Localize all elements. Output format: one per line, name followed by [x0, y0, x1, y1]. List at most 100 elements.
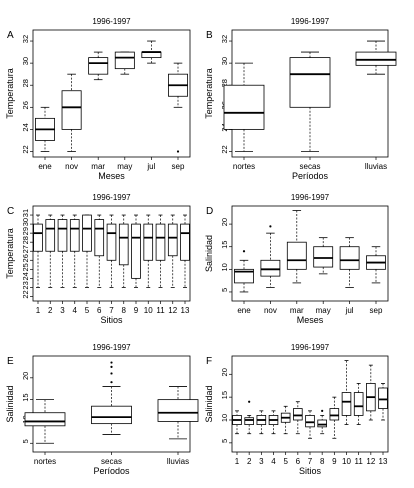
panel-title: 1996-1997	[92, 193, 131, 202]
box-iqr	[155, 223, 166, 261]
box-iqr	[355, 51, 397, 66]
box-iqr	[180, 223, 190, 261]
x-tick-label: 10	[144, 306, 153, 315]
panel-title: 1996-1997	[291, 343, 330, 352]
x-tick-label: nortes	[34, 457, 56, 466]
x-axis-label: Meses	[297, 315, 324, 325]
box-iqr	[157, 399, 199, 422]
box-iqr	[353, 392, 364, 416]
box-iqr	[131, 223, 141, 279]
y-tick-label: 10	[220, 414, 229, 422]
y-tick-label: 15	[220, 241, 229, 249]
y-tick-label: 28	[21, 236, 30, 244]
y-tick-label: 30	[21, 57, 30, 65]
x-tick-label: 8	[320, 457, 325, 466]
x-tick-label: 4	[271, 457, 276, 466]
box-iqr	[341, 392, 352, 416]
panel-title: 1996-1997	[291, 193, 330, 202]
x-tick-label: sep	[370, 306, 383, 315]
panel-label: B	[206, 30, 213, 41]
box-iqr	[339, 246, 360, 270]
x-tick-label: lluvias	[365, 162, 387, 171]
panel-label: E	[7, 356, 14, 367]
box-iqr	[24, 412, 66, 427]
box-iqr	[114, 51, 135, 70]
y-axis-label: Salinidad	[204, 235, 214, 272]
x-tick-label: 4	[73, 306, 78, 315]
box-iqr	[45, 219, 56, 252]
panel-label: F	[206, 356, 212, 367]
x-tick-label: nov	[65, 162, 78, 171]
x-tick-label: 1	[235, 457, 240, 466]
box-iqr	[305, 415, 315, 428]
box-iqr	[244, 417, 254, 425]
box-iqr	[57, 219, 68, 252]
x-tick-label: 10	[342, 457, 351, 466]
y-tick-label: 24	[21, 123, 30, 131]
y-tick-label: 5	[220, 439, 229, 443]
outlier-point	[269, 225, 272, 228]
outlier-point	[248, 400, 251, 403]
x-tick-label: 12	[168, 306, 177, 315]
x-tick-label: 11	[355, 457, 364, 466]
y-tick-label: 31	[21, 209, 30, 217]
x-tick-label: sep	[172, 162, 185, 171]
x-tick-label: nov	[264, 306, 277, 315]
y-tick-label: 26	[21, 101, 30, 109]
box-iqr	[118, 223, 129, 266]
y-tick-label: 27	[21, 245, 30, 253]
box-iqr	[260, 259, 281, 277]
box-iqr	[223, 84, 265, 130]
x-tick-label: 7	[109, 306, 114, 315]
y-tick-label: 5	[220, 288, 229, 292]
x-tick-label: 5	[85, 306, 90, 315]
y-tick-label: 20	[21, 372, 30, 380]
x-axis-label: Sitios	[100, 315, 123, 325]
outlier-point	[110, 381, 113, 384]
x-tick-label: 12	[366, 457, 375, 466]
y-tick-label: 22	[21, 145, 30, 153]
panel-label: A	[7, 30, 14, 41]
plot-frame	[231, 205, 389, 302]
y-axis-label: Salinidad	[5, 385, 15, 422]
y-tick-label: 22	[220, 145, 229, 153]
y-tick-label: 32	[220, 35, 229, 43]
panel-title: 1996-1997	[92, 17, 131, 26]
x-tick-label: jul	[345, 306, 354, 315]
box-iqr	[143, 223, 154, 261]
box-iqr	[329, 408, 340, 421]
panel-label: D	[206, 206, 213, 217]
y-axis-label: Temperatura	[204, 68, 214, 119]
y-tick-label: 20	[220, 218, 229, 226]
box-iqr	[88, 57, 109, 75]
y-tick-label: 15	[220, 391, 229, 399]
box-iqr	[378, 387, 388, 409]
x-tick-label: 6	[296, 457, 301, 466]
box-iqr	[286, 241, 307, 270]
box-iqr	[33, 223, 43, 252]
y-tick-label: 30	[21, 218, 30, 226]
box-iqr	[293, 408, 303, 421]
plot-frame	[32, 29, 191, 158]
x-tick-label: secas	[300, 162, 321, 171]
outlier-point	[110, 361, 113, 364]
outlier-point	[176, 150, 180, 153]
x-tick-label: 9	[332, 457, 337, 466]
x-tick-label: secas	[101, 457, 122, 466]
panel-title: 1996-1997	[92, 343, 131, 352]
y-tick-label: 15	[21, 393, 30, 401]
y-tick-label: 30	[220, 57, 229, 65]
x-tick-label: nortes	[233, 162, 255, 171]
panel-label: C	[7, 206, 14, 217]
box-iqr	[91, 405, 132, 425]
x-tick-label: may	[117, 162, 132, 171]
y-tick-label: 32	[21, 35, 30, 43]
x-tick-label: may	[316, 306, 331, 315]
y-tick-label: 22	[21, 290, 30, 298]
x-tick-label: 7	[308, 457, 313, 466]
y-tick-label: 23	[21, 281, 30, 289]
y-tick-label: 28	[21, 79, 30, 87]
outlier-point	[321, 409, 324, 412]
y-tick-label: 26	[21, 254, 30, 262]
x-tick-label: 3	[259, 457, 264, 466]
